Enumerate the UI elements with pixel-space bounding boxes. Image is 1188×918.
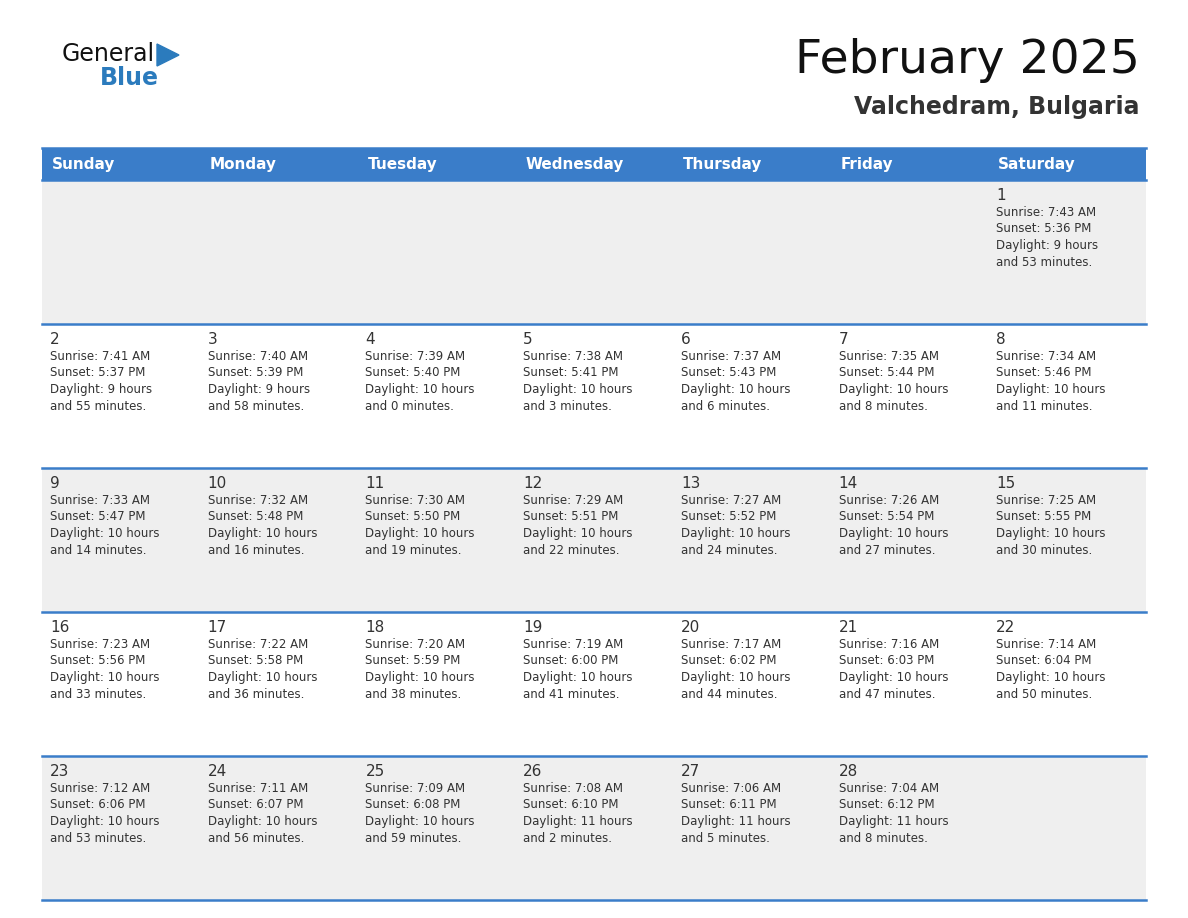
Text: Sunrise: 7:34 AM
Sunset: 5:46 PM
Daylight: 10 hours
and 11 minutes.: Sunrise: 7:34 AM Sunset: 5:46 PM Dayligh… <box>997 350 1106 412</box>
Bar <box>672 148 830 180</box>
Text: Tuesday: Tuesday <box>367 156 437 172</box>
Text: 20: 20 <box>681 620 700 635</box>
Text: 25: 25 <box>366 764 385 779</box>
Text: Sunrise: 7:43 AM
Sunset: 5:36 PM
Daylight: 9 hours
and 53 minutes.: Sunrise: 7:43 AM Sunset: 5:36 PM Dayligh… <box>997 206 1099 268</box>
Text: February 2025: February 2025 <box>795 38 1140 83</box>
Text: Sunrise: 7:12 AM
Sunset: 6:06 PM
Daylight: 10 hours
and 53 minutes.: Sunrise: 7:12 AM Sunset: 6:06 PM Dayligh… <box>50 782 159 845</box>
Text: 28: 28 <box>839 764 858 779</box>
Text: Sunrise: 7:19 AM
Sunset: 6:00 PM
Daylight: 10 hours
and 41 minutes.: Sunrise: 7:19 AM Sunset: 6:00 PM Dayligh… <box>523 638 633 700</box>
Text: 16: 16 <box>50 620 69 635</box>
Text: 15: 15 <box>997 476 1016 491</box>
Text: Sunrise: 7:37 AM
Sunset: 5:43 PM
Daylight: 10 hours
and 6 minutes.: Sunrise: 7:37 AM Sunset: 5:43 PM Dayligh… <box>681 350 790 412</box>
Text: 4: 4 <box>366 332 375 347</box>
Text: Sunrise: 7:08 AM
Sunset: 6:10 PM
Daylight: 11 hours
and 2 minutes.: Sunrise: 7:08 AM Sunset: 6:10 PM Dayligh… <box>523 782 633 845</box>
Text: Sunrise: 7:30 AM
Sunset: 5:50 PM
Daylight: 10 hours
and 19 minutes.: Sunrise: 7:30 AM Sunset: 5:50 PM Dayligh… <box>366 494 475 556</box>
Text: Sunrise: 7:25 AM
Sunset: 5:55 PM
Daylight: 10 hours
and 30 minutes.: Sunrise: 7:25 AM Sunset: 5:55 PM Dayligh… <box>997 494 1106 556</box>
Text: Sunrise: 7:11 AM
Sunset: 6:07 PM
Daylight: 10 hours
and 56 minutes.: Sunrise: 7:11 AM Sunset: 6:07 PM Dayligh… <box>208 782 317 845</box>
Text: Friday: Friday <box>841 156 893 172</box>
Bar <box>42 180 1146 324</box>
Text: 10: 10 <box>208 476 227 491</box>
Text: Sunrise: 7:17 AM
Sunset: 6:02 PM
Daylight: 10 hours
and 44 minutes.: Sunrise: 7:17 AM Sunset: 6:02 PM Dayligh… <box>681 638 790 700</box>
Text: Monday: Monday <box>210 156 277 172</box>
Text: Sunrise: 7:09 AM
Sunset: 6:08 PM
Daylight: 10 hours
and 59 minutes.: Sunrise: 7:09 AM Sunset: 6:08 PM Dayligh… <box>366 782 475 845</box>
Text: 6: 6 <box>681 332 690 347</box>
Text: Thursday: Thursday <box>683 156 763 172</box>
Text: 3: 3 <box>208 332 217 347</box>
Text: 24: 24 <box>208 764 227 779</box>
Text: 13: 13 <box>681 476 700 491</box>
Text: Blue: Blue <box>100 66 159 90</box>
Text: Wednesday: Wednesday <box>525 156 624 172</box>
Bar <box>42 324 1146 468</box>
Text: Sunrise: 7:41 AM
Sunset: 5:37 PM
Daylight: 9 hours
and 55 minutes.: Sunrise: 7:41 AM Sunset: 5:37 PM Dayligh… <box>50 350 152 412</box>
Text: 26: 26 <box>523 764 543 779</box>
Text: Sunrise: 7:35 AM
Sunset: 5:44 PM
Daylight: 10 hours
and 8 minutes.: Sunrise: 7:35 AM Sunset: 5:44 PM Dayligh… <box>839 350 948 412</box>
Text: 1: 1 <box>997 188 1006 203</box>
Text: Valchedram, Bulgaria: Valchedram, Bulgaria <box>854 95 1140 119</box>
Text: 8: 8 <box>997 332 1006 347</box>
Bar <box>830 148 988 180</box>
Text: Sunrise: 7:26 AM
Sunset: 5:54 PM
Daylight: 10 hours
and 27 minutes.: Sunrise: 7:26 AM Sunset: 5:54 PM Dayligh… <box>839 494 948 556</box>
Bar <box>42 148 200 180</box>
Text: 23: 23 <box>50 764 69 779</box>
Text: Sunrise: 7:20 AM
Sunset: 5:59 PM
Daylight: 10 hours
and 38 minutes.: Sunrise: 7:20 AM Sunset: 5:59 PM Dayligh… <box>366 638 475 700</box>
Bar <box>358 148 516 180</box>
Text: 7: 7 <box>839 332 848 347</box>
Bar <box>42 468 1146 612</box>
Text: Sunrise: 7:04 AM
Sunset: 6:12 PM
Daylight: 11 hours
and 8 minutes.: Sunrise: 7:04 AM Sunset: 6:12 PM Dayligh… <box>839 782 948 845</box>
Text: 17: 17 <box>208 620 227 635</box>
Text: Sunrise: 7:14 AM
Sunset: 6:04 PM
Daylight: 10 hours
and 50 minutes.: Sunrise: 7:14 AM Sunset: 6:04 PM Dayligh… <box>997 638 1106 700</box>
Bar <box>988 148 1146 180</box>
Polygon shape <box>157 44 179 66</box>
Text: Sunrise: 7:40 AM
Sunset: 5:39 PM
Daylight: 9 hours
and 58 minutes.: Sunrise: 7:40 AM Sunset: 5:39 PM Dayligh… <box>208 350 310 412</box>
Text: 21: 21 <box>839 620 858 635</box>
Text: Sunrise: 7:23 AM
Sunset: 5:56 PM
Daylight: 10 hours
and 33 minutes.: Sunrise: 7:23 AM Sunset: 5:56 PM Dayligh… <box>50 638 159 700</box>
Text: Sunrise: 7:27 AM
Sunset: 5:52 PM
Daylight: 10 hours
and 24 minutes.: Sunrise: 7:27 AM Sunset: 5:52 PM Dayligh… <box>681 494 790 556</box>
Text: 22: 22 <box>997 620 1016 635</box>
Text: 27: 27 <box>681 764 700 779</box>
Text: 2: 2 <box>50 332 59 347</box>
Bar <box>200 148 358 180</box>
Text: 11: 11 <box>366 476 385 491</box>
Text: Saturday: Saturday <box>998 156 1076 172</box>
Text: 14: 14 <box>839 476 858 491</box>
Bar <box>42 756 1146 900</box>
Text: Sunrise: 7:22 AM
Sunset: 5:58 PM
Daylight: 10 hours
and 36 minutes.: Sunrise: 7:22 AM Sunset: 5:58 PM Dayligh… <box>208 638 317 700</box>
Text: 9: 9 <box>50 476 59 491</box>
Text: Sunrise: 7:06 AM
Sunset: 6:11 PM
Daylight: 11 hours
and 5 minutes.: Sunrise: 7:06 AM Sunset: 6:11 PM Dayligh… <box>681 782 790 845</box>
Text: Sunrise: 7:33 AM
Sunset: 5:47 PM
Daylight: 10 hours
and 14 minutes.: Sunrise: 7:33 AM Sunset: 5:47 PM Dayligh… <box>50 494 159 556</box>
Bar <box>42 612 1146 756</box>
Text: 5: 5 <box>523 332 532 347</box>
Text: Sunrise: 7:29 AM
Sunset: 5:51 PM
Daylight: 10 hours
and 22 minutes.: Sunrise: 7:29 AM Sunset: 5:51 PM Dayligh… <box>523 494 633 556</box>
Bar <box>516 148 672 180</box>
Text: 18: 18 <box>366 620 385 635</box>
Text: Sunrise: 7:16 AM
Sunset: 6:03 PM
Daylight: 10 hours
and 47 minutes.: Sunrise: 7:16 AM Sunset: 6:03 PM Dayligh… <box>839 638 948 700</box>
Text: General: General <box>62 42 156 66</box>
Text: 12: 12 <box>523 476 543 491</box>
Text: Sunrise: 7:39 AM
Sunset: 5:40 PM
Daylight: 10 hours
and 0 minutes.: Sunrise: 7:39 AM Sunset: 5:40 PM Dayligh… <box>366 350 475 412</box>
Text: Sunday: Sunday <box>52 156 115 172</box>
Text: 19: 19 <box>523 620 543 635</box>
Text: Sunrise: 7:38 AM
Sunset: 5:41 PM
Daylight: 10 hours
and 3 minutes.: Sunrise: 7:38 AM Sunset: 5:41 PM Dayligh… <box>523 350 633 412</box>
Text: Sunrise: 7:32 AM
Sunset: 5:48 PM
Daylight: 10 hours
and 16 minutes.: Sunrise: 7:32 AM Sunset: 5:48 PM Dayligh… <box>208 494 317 556</box>
